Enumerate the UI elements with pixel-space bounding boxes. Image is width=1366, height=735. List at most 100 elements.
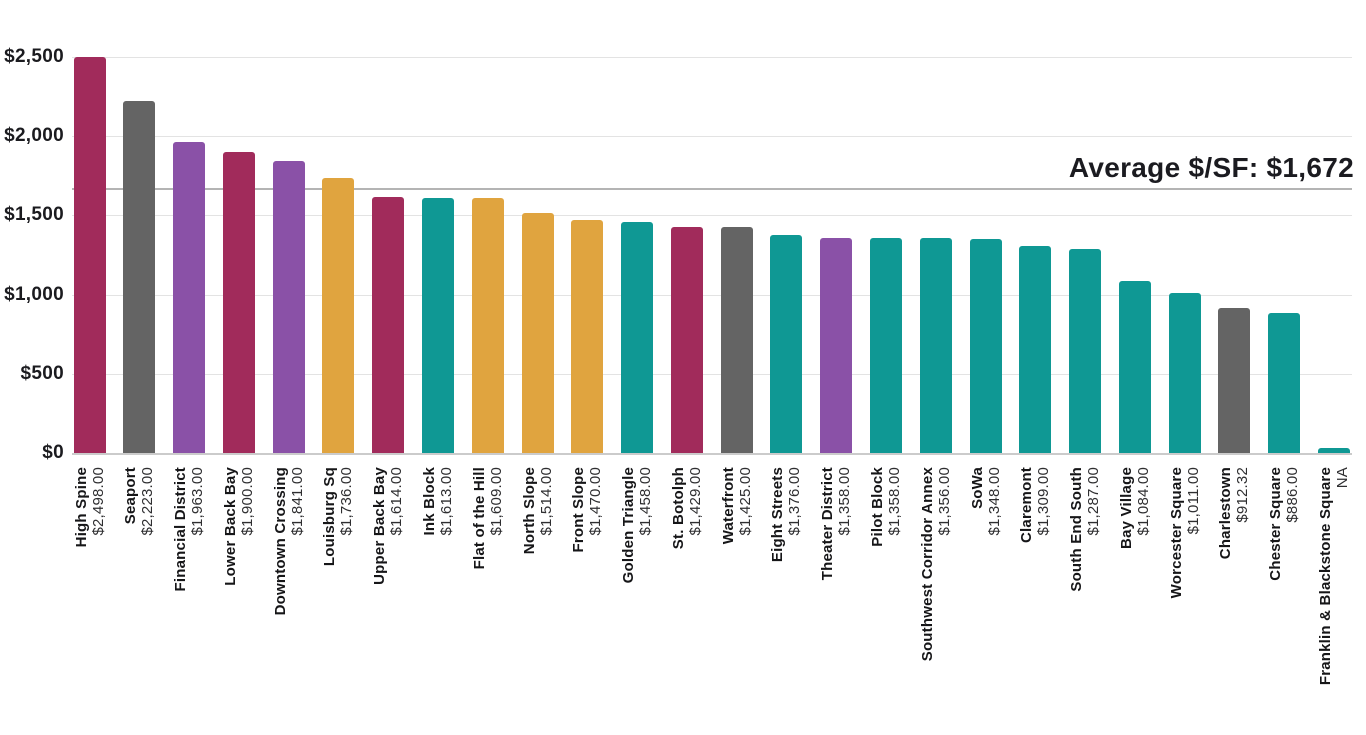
x-label: Bay Village $1,084.00	[1118, 467, 1152, 735]
gridline	[72, 136, 1352, 137]
neighborhood-name: Eight Streets	[769, 467, 787, 563]
bar	[372, 197, 405, 453]
bar	[571, 220, 604, 453]
bar	[521, 213, 554, 453]
neighborhood-value: NA	[1334, 467, 1351, 489]
bar	[222, 152, 255, 453]
neighborhood-name: Theater District	[819, 467, 837, 581]
neighborhood-name: Waterfront	[719, 467, 737, 545]
neighborhood-value: $1,841.00	[288, 467, 306, 536]
neighborhood-name: Ink Block	[420, 467, 438, 536]
neighborhood-value: $1,963.00	[189, 467, 207, 536]
x-axis-baseline	[72, 453, 1352, 455]
bar	[1019, 245, 1052, 453]
neighborhood-name: South End South	[1068, 467, 1086, 592]
bar	[73, 57, 106, 453]
x-label: Southwest Corridor Annex $1,356.00	[919, 467, 953, 735]
x-label: Lower Back Bay $1,900.00	[222, 467, 256, 735]
neighborhood-name: Franklin & Blackstone Square	[1317, 467, 1334, 686]
neighborhood-name: Downtown Crossing	[271, 467, 289, 616]
x-label: Ink Block $1,613.00	[421, 467, 455, 735]
y-tick-label: $2,000	[4, 125, 64, 146]
x-label: High Spine $2,498.00	[73, 467, 107, 735]
average-line	[72, 188, 1352, 190]
neighborhood-name: St. Botolph	[669, 467, 687, 550]
neighborhood-value: $1,458.00	[637, 467, 655, 536]
bar	[322, 178, 355, 453]
bar	[123, 100, 156, 453]
neighborhood-value: $1,287.00	[1085, 467, 1103, 536]
bar	[1168, 292, 1201, 453]
gridline	[72, 215, 1352, 216]
neighborhood-name: Upper Back Bay	[371, 467, 389, 585]
x-label: Golden Triangle $1,458.00	[620, 467, 654, 735]
neighborhood-value: $1,429.00	[686, 467, 704, 536]
neighborhood-value: $2,498.00	[89, 467, 107, 536]
neighborhood-name: Claremont	[1018, 467, 1036, 543]
bar	[1069, 249, 1102, 453]
neighborhood-name: Front Slope	[570, 467, 588, 553]
bar	[621, 222, 654, 453]
average-annotation: Average $/SF: $1,672	[1068, 152, 1354, 183]
bar	[173, 142, 206, 453]
neighborhood-name: Financial District	[172, 467, 190, 592]
x-label: Seaport $2,223.00	[122, 467, 156, 735]
x-label: St. Botolph $1,429.00	[670, 467, 704, 735]
x-label: Waterfront $1,425.00	[720, 467, 754, 735]
neighborhood-value: $1,084.00	[1134, 467, 1152, 536]
x-label: Front Slope $1,470.00	[570, 467, 604, 735]
bar	[1268, 312, 1301, 453]
neighborhood-value: $1,376.00	[786, 467, 804, 536]
y-tick-label: $2,500	[4, 46, 64, 67]
neighborhood-name: Louisburg Sq	[321, 467, 339, 567]
neighborhood-value: $1,425.00	[736, 467, 754, 536]
x-label: Chester Square $886.00	[1267, 467, 1301, 735]
y-tick-label: $500	[20, 363, 64, 384]
bar	[421, 197, 454, 453]
neighborhood-value: $886.00	[1284, 467, 1302, 523]
neighborhood-value: $1,900.00	[238, 467, 256, 536]
neighborhood-value: $1,348.00	[985, 467, 1003, 536]
bar	[272, 161, 305, 453]
x-label: Eight Streets $1,376.00	[769, 467, 803, 735]
neighborhood-value: $2,223.00	[139, 467, 157, 536]
neighborhood-value: $1,614.00	[388, 467, 406, 536]
bar	[869, 237, 902, 453]
x-label: Charlestown $912.32	[1217, 467, 1251, 735]
neighborhood-name: Lower Back Bay	[221, 467, 239, 586]
x-label: Upper Back Bay $1,614.00	[371, 467, 405, 735]
bar	[820, 237, 853, 453]
neighborhood-name: Golden Triangle	[620, 467, 638, 584]
neighborhood-name: Chester Square	[1267, 467, 1285, 581]
x-label: North Slope $1,514.00	[521, 467, 555, 735]
bar	[1118, 281, 1151, 453]
neighborhood-value: $1,609.00	[487, 467, 505, 536]
neighborhood-value: $1,309.00	[1035, 467, 1053, 536]
x-label: Worcester Square $1,011.00	[1168, 467, 1202, 735]
neighborhood-value: $912.32	[1234, 467, 1252, 523]
x-label: Flat of the Hill $1,609.00	[471, 467, 505, 735]
bar	[670, 226, 703, 453]
neighborhood-value: $1,736.00	[338, 467, 356, 536]
neighborhood-name: SoWa	[968, 467, 986, 509]
bar	[919, 238, 952, 453]
y-tick-label: $1,500	[4, 204, 64, 225]
neighborhood-name: Flat of the Hill	[470, 467, 488, 570]
y-tick-label: $1,000	[4, 284, 64, 305]
neighborhood-name: North Slope	[520, 467, 538, 555]
neighborhood-name: Pilot Block	[868, 467, 886, 547]
y-tick-label: $0	[42, 442, 64, 463]
bar	[1318, 448, 1350, 453]
neighborhood-name: Seaport	[122, 467, 140, 525]
gridline	[72, 295, 1352, 296]
bar	[1218, 308, 1251, 453]
x-label: Louisburg Sq $1,736.00	[321, 467, 355, 735]
neighborhood-value: $1,613.00	[437, 467, 455, 536]
x-label: South End South $1,287.00	[1068, 467, 1102, 735]
x-label: Franklin & Blackstone Square NA	[1317, 467, 1351, 735]
bar	[720, 227, 753, 453]
x-label: Claremont $1,309.00	[1018, 467, 1052, 735]
x-label: Theater District $1,358.00	[819, 467, 853, 735]
neighborhood-name: Bay Village	[1117, 467, 1135, 549]
